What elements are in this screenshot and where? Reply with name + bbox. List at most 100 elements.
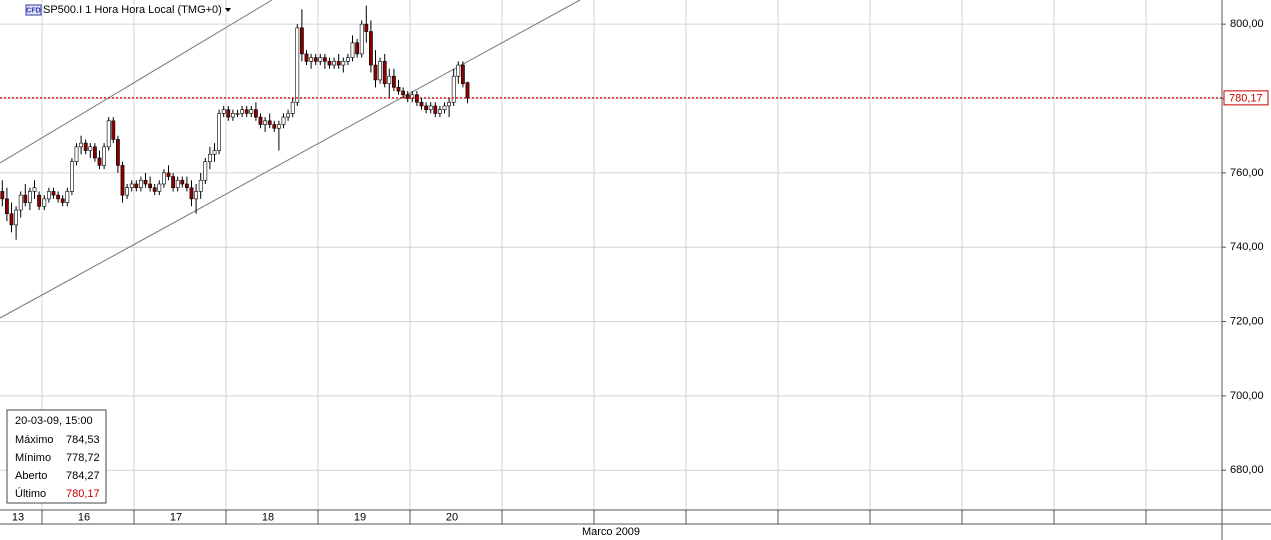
- title-dropdown[interactable]: [225, 8, 231, 12]
- candle-body: [263, 120, 268, 125]
- candle-body: [258, 116, 263, 125]
- grid: [0, 0, 1222, 510]
- candle-body: [456, 64, 461, 77]
- info-box-frame: [6, 409, 107, 504]
- candle-body: [157, 183, 162, 192]
- candle-body: [313, 57, 318, 62]
- candle-body: [318, 57, 323, 62]
- candle-body: [336, 61, 341, 66]
- candle-body: [267, 120, 272, 125]
- badge-box: [25, 4, 42, 16]
- candle-body: [410, 94, 415, 99]
- candle-body: [51, 191, 56, 196]
- candle-body: [111, 120, 116, 140]
- candle-body: [447, 101, 452, 107]
- candle-body: [88, 146, 93, 151]
- x-tick-label: 18: [262, 511, 274, 523]
- candle-body: [424, 105, 429, 110]
- candle-body: [364, 23, 369, 32]
- candle-body: [341, 61, 346, 66]
- candle-body: [79, 142, 84, 148]
- candle-body: [244, 109, 249, 114]
- candle-body: [373, 64, 378, 81]
- candle-body: [299, 27, 304, 55]
- candle-body: [194, 191, 199, 200]
- y-tick-label: 800,00: [1230, 18, 1264, 30]
- candle-body: [120, 165, 125, 196]
- candle-body: [414, 94, 419, 103]
- badge-text: CFD: [26, 7, 40, 14]
- candle-body: [143, 179, 148, 185]
- candle-body: [240, 109, 245, 114]
- candle-body: [106, 120, 111, 148]
- info-value: 778,72: [66, 452, 100, 464]
- candle-body: [152, 187, 157, 192]
- candle-body: [208, 153, 212, 162]
- last-price-box: [1223, 90, 1269, 106]
- candle-body: [60, 198, 65, 203]
- candle-body: [4, 198, 9, 215]
- candle-body: [32, 187, 37, 192]
- candle-body: [355, 42, 360, 55]
- y-tick-label: 720,00: [1230, 315, 1264, 327]
- candle-body: [460, 64, 465, 84]
- candle-body: [27, 191, 32, 203]
- candle-body: [276, 124, 281, 129]
- candle-body: [23, 194, 28, 203]
- candle-body: [134, 183, 139, 189]
- chart-title[interactable]: SP500.I 1 Hora Hora Local (TMG+0): [43, 4, 222, 16]
- candle-body: [18, 194, 23, 211]
- month-label: Marco 2009: [582, 526, 640, 538]
- candle-body: [345, 57, 350, 62]
- candle-body: [180, 179, 185, 185]
- candle-body: [332, 61, 337, 66]
- candle-body: [14, 209, 19, 226]
- candle-body: [198, 179, 203, 192]
- candle-body: [231, 113, 235, 118]
- candle-body: [327, 61, 332, 66]
- info-label: Último: [15, 487, 46, 500]
- candle-body: [428, 105, 433, 110]
- candle-body: [396, 87, 401, 92]
- candle-body: [217, 113, 222, 151]
- trend-line-upper: [0, 0, 273, 164]
- candle-body: [189, 187, 194, 200]
- candle-body: [139, 179, 143, 189]
- x-tick-label: 16: [78, 511, 90, 523]
- candle-body: [212, 150, 217, 155]
- candle-body: [254, 109, 258, 118]
- y-tick-label: 680,00: [1230, 464, 1264, 476]
- candle-body: [74, 146, 79, 162]
- candle-body: [42, 198, 47, 207]
- candle-body: [93, 146, 97, 159]
- candle-body: [175, 179, 180, 189]
- candle-body: [401, 90, 406, 96]
- candle-body: [442, 105, 447, 110]
- candle-body: [97, 157, 102, 166]
- candle-body: [295, 27, 300, 103]
- candle-body: [185, 183, 189, 189]
- candle-body: [387, 75, 392, 84]
- candle-body: [382, 61, 387, 84]
- candle-body: [272, 124, 277, 129]
- candle-body: [465, 82, 470, 99]
- x-tick-label: 19: [354, 511, 366, 523]
- axis: 680,00700,00720,00740,00760,00780,00800,…: [12, 18, 1269, 524]
- y-tick-label: 760,00: [1230, 167, 1264, 179]
- candle-body: [171, 176, 176, 189]
- info-box: 20-03-09, 15:00 Máximo 784,53 Mínimo 778…: [6, 409, 107, 504]
- info-value: 780,17: [66, 488, 100, 500]
- candle-body: [37, 194, 42, 207]
- candle-body: [359, 23, 364, 55]
- candle-body: [148, 183, 153, 189]
- x-tick-label: 17: [170, 511, 182, 523]
- candle-body: [235, 113, 240, 115]
- candle-body: [304, 53, 309, 62]
- candle-body: [437, 109, 442, 114]
- candle-body: [433, 105, 438, 114]
- candle-body: [203, 161, 208, 181]
- x-tick-label: 13: [12, 511, 24, 523]
- y-tick-label: 740,00: [1230, 241, 1264, 253]
